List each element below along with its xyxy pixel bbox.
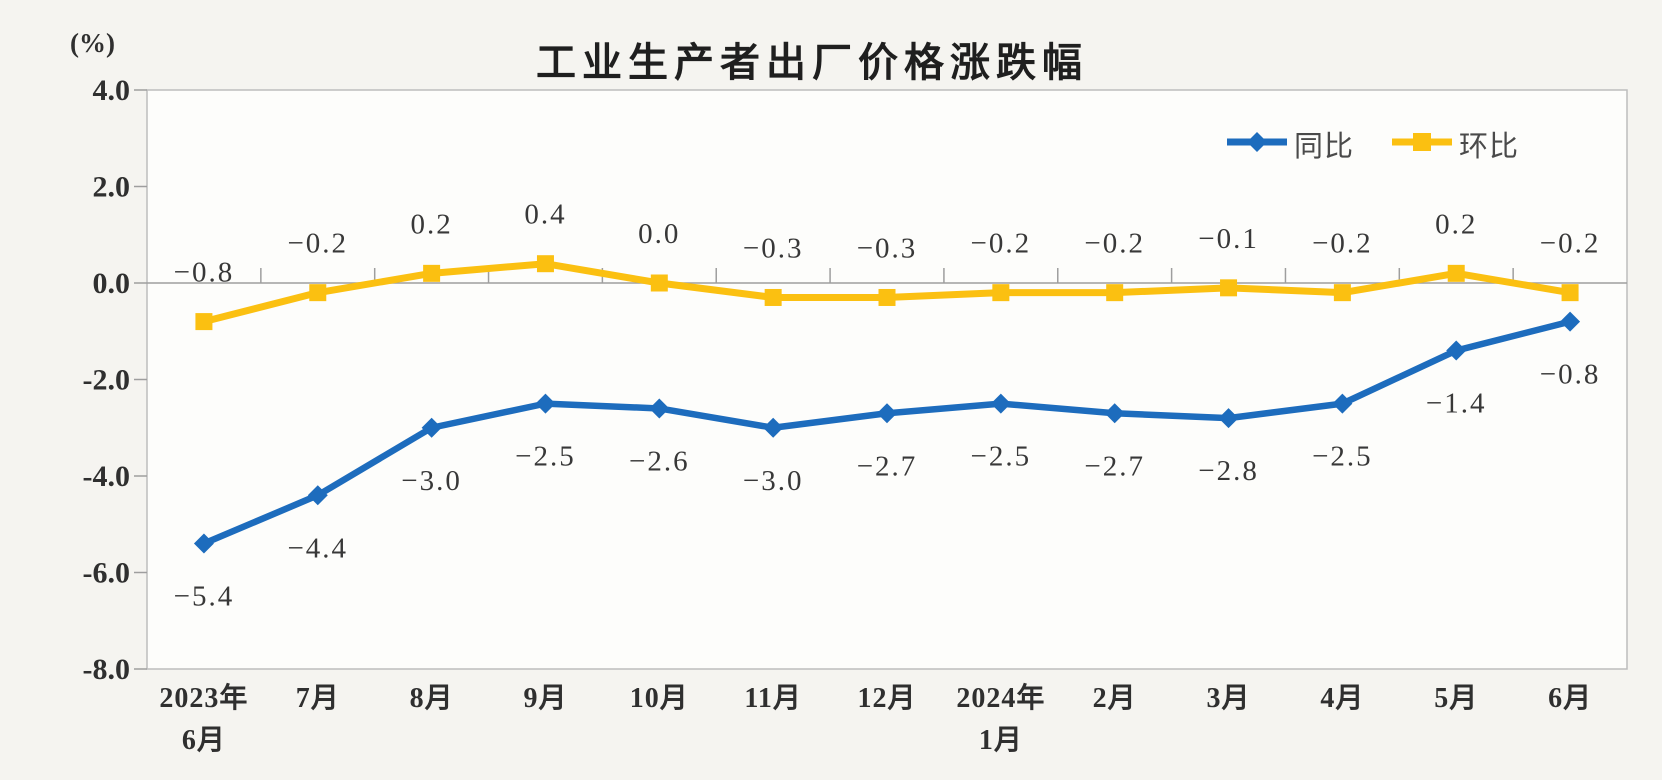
legend: 同比 环比: [1225, 123, 1519, 165]
mom-point-marker: [536, 255, 554, 273]
yoy-data-label: −5.4: [174, 581, 235, 613]
mom-point-marker: [1447, 264, 1465, 282]
y-tick-label: 2.0: [93, 171, 131, 204]
x-axis-label: 3月: [1207, 683, 1251, 714]
yoy-data-label: −2.7: [857, 450, 918, 482]
yoy-data-label: −2.5: [971, 441, 1032, 473]
y-axis-unit-label: (%): [70, 28, 115, 58]
x-axis-label: 6月: [182, 725, 226, 756]
mom-data-label: −0.2: [971, 228, 1032, 260]
yoy-point-marker: [877, 403, 897, 424]
mom-point-marker: [878, 288, 896, 306]
mom-point-marker: [992, 284, 1010, 302]
y-tick-label: 0.0: [93, 267, 131, 300]
x-axis-label: 5月: [1434, 683, 1478, 714]
yoy-point-marker: [421, 417, 442, 438]
yoy-data-label: −2.6: [629, 445, 690, 477]
yoy-point-marker: [763, 417, 784, 438]
x-axis-label: 4月: [1320, 683, 1364, 714]
yoy-point-marker: [1104, 403, 1125, 424]
yoy-point-marker: [307, 485, 328, 506]
yoy-point-marker: [1332, 393, 1353, 414]
yoy-data-label: −4.4: [287, 532, 348, 564]
x-axis-label: 7月: [296, 683, 340, 714]
mom-point-marker: [309, 284, 327, 302]
legend-label-mom: 环比: [1459, 131, 1520, 163]
x-axis-label: 2月: [1093, 683, 1137, 714]
yoy-data-label: −2.5: [515, 441, 576, 473]
yoy-data-label: −1.4: [1426, 388, 1487, 420]
y-tick-label: -2.0: [83, 364, 131, 397]
mom-data-label: −0.2: [1312, 228, 1373, 260]
yoy-data-label: −3.0: [743, 465, 804, 497]
yoy-point-marker: [193, 533, 214, 554]
x-axis-label: 11月: [744, 683, 801, 714]
x-axis-label: 6月: [1548, 683, 1592, 714]
mom-point-marker: [1333, 284, 1351, 302]
yoy-data-label: −2.7: [1084, 450, 1145, 482]
yoy-data-label: −3.0: [401, 465, 462, 497]
yoy-data-label: −2.8: [1198, 455, 1259, 487]
legend-item-mom: 环比: [1390, 123, 1519, 165]
mom-series-marker-icon: [1390, 131, 1454, 158]
x-axis-label: 2024年: [956, 681, 1045, 714]
x-axis-label: 12月: [857, 683, 916, 714]
legend-label-yoy: 同比: [1294, 131, 1355, 163]
mom-data-label: 0.0: [638, 218, 680, 250]
mom-data-label: 0.2: [410, 208, 452, 240]
mom-data-label: −0.2: [1084, 228, 1145, 260]
x-axis-label: 1月: [979, 725, 1023, 756]
chart-title: 工业生产者出厂价格涨跌幅: [536, 41, 1088, 85]
x-axis-label: 2023年: [159, 681, 248, 714]
mom-data-label: 0.2: [1435, 208, 1477, 240]
y-tick-label: 4.0: [93, 74, 131, 107]
yoy-point-marker: [1218, 408, 1239, 429]
yoy-point-marker: [990, 393, 1011, 414]
y-tick-label: -6.0: [83, 557, 131, 590]
yoy-point-marker: [535, 393, 556, 414]
yoy-data-label: −2.5: [1312, 441, 1373, 473]
yoy-point-marker: [649, 398, 670, 419]
mom-data-label: −0.2: [1540, 228, 1601, 260]
mom-data-label: −0.8: [174, 257, 235, 289]
mom-point-marker: [1220, 279, 1238, 297]
mom-point-marker: [1106, 284, 1124, 302]
mom-data-label: −0.2: [287, 228, 348, 260]
mom-data-label: −0.1: [1198, 223, 1259, 255]
x-axis-label: 9月: [523, 683, 567, 714]
mom-data-label: 0.4: [524, 199, 566, 231]
y-tick-label: -4.0: [83, 460, 131, 493]
mom-point-marker: [423, 264, 441, 282]
y-tick-label: -8.0: [83, 653, 131, 686]
yoy-point-marker: [1446, 340, 1467, 361]
mom-point-marker: [1561, 284, 1579, 302]
mom-point-marker: [764, 288, 782, 306]
yoy-data-label: −0.8: [1540, 359, 1601, 391]
yoy-series-marker-icon: [1225, 131, 1289, 158]
mom-data-label: −0.3: [743, 232, 804, 264]
x-axis-label: 10月: [630, 683, 689, 714]
yoy-point-marker: [1560, 311, 1581, 332]
mom-point-marker: [195, 313, 213, 331]
plot-border: [146, 89, 1628, 670]
legend-item-yoy: 同比: [1225, 123, 1354, 165]
mom-point-marker: [650, 274, 668, 292]
x-axis-label: 8月: [410, 683, 454, 714]
mom-data-label: −0.3: [857, 232, 918, 264]
